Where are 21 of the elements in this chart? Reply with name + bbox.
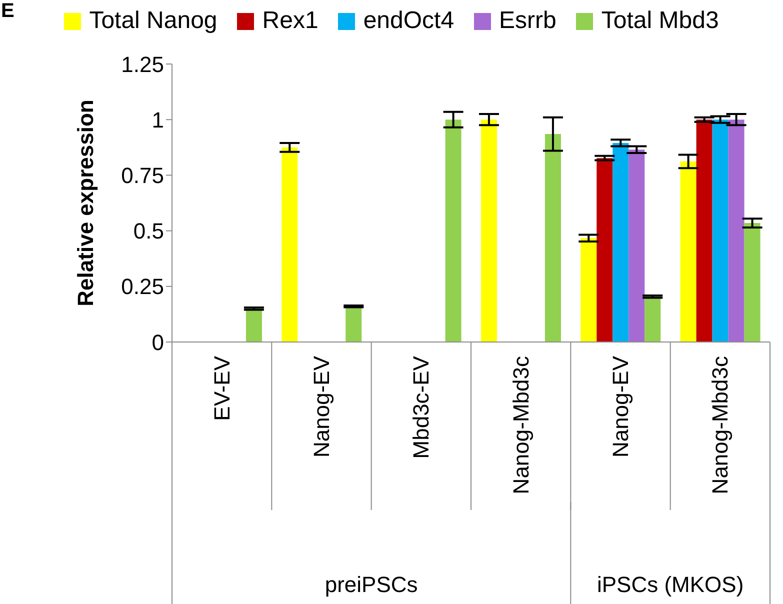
legend-label: Total Mbd3 [601, 6, 719, 36]
text: preiPSCs [324, 572, 418, 597]
x-tick-label: Nanog-EV [309, 356, 334, 458]
text: E [1, 0, 14, 22]
x-tick-label: Nanog-Mbd3c [508, 356, 534, 494]
x-tick-label: Mbd3c-EV [408, 356, 434, 459]
y-tick-label: 1.25 [121, 52, 164, 77]
text: iPSCs (MKOS) [596, 572, 744, 597]
x-tick-label: Nanog-Mbd3c [708, 356, 733, 494]
y-tick-label: 0.25 [121, 274, 164, 300]
legend-label: Esrrb [499, 6, 556, 36]
x-tick-label: Nanog-EV [608, 356, 633, 458]
y-tick-label: 0.75 [121, 163, 164, 188]
legend-label: Rex1 [262, 6, 318, 36]
y-tick-label: 0.5 [133, 218, 164, 244]
legend-label: endOct4 [363, 6, 454, 36]
legend-label: Total Nanog [89, 6, 218, 36]
y-axis-title: Relative expression [72, 100, 98, 306]
y-tick-label: 0 [152, 330, 164, 355]
x-tick-label: EV-EV [209, 356, 234, 421]
y-tick-label: 1 [152, 107, 164, 132]
